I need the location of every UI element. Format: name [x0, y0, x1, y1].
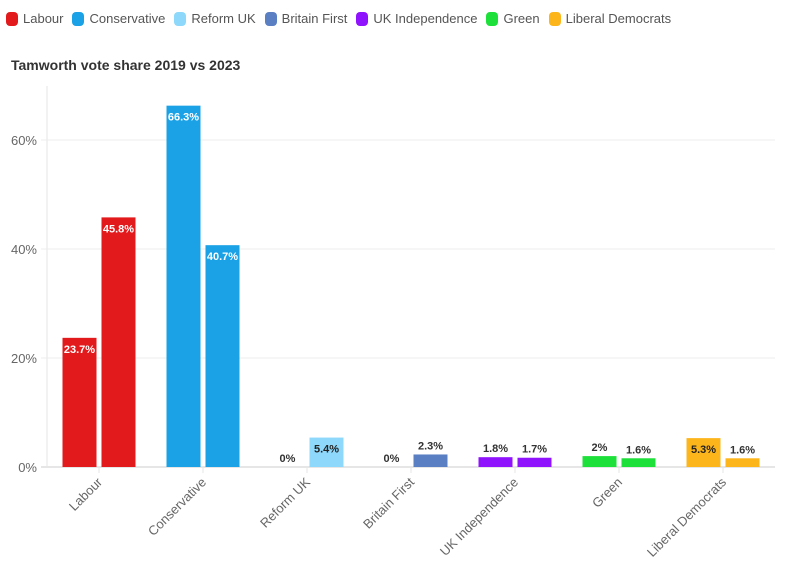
legend-item-reform-uk[interactable]: Reform UK	[174, 11, 256, 26]
legend-label: Reform UK	[191, 11, 256, 26]
legend-label: Britain First	[281, 11, 348, 26]
y-tick-label: 60%	[11, 133, 37, 148]
data-label: 1.6%	[626, 444, 651, 456]
data-label: 66.3%	[168, 112, 199, 124]
x-category-label: Labour	[66, 474, 106, 514]
legend-item-britain-first[interactable]: Britain First	[264, 11, 348, 26]
data-label: 45.8%	[103, 223, 134, 235]
data-label: 23.7%	[64, 344, 95, 356]
y-tick-label: 0%	[18, 460, 37, 475]
data-label: 2%	[592, 442, 608, 454]
data-label: 1.6%	[730, 444, 755, 456]
bar-2019	[62, 337, 97, 467]
legend-item-liberal-democrats[interactable]: Liberal Democrats	[548, 11, 672, 26]
bar-2023	[413, 454, 448, 467]
x-category-label: Liberal Democrats	[644, 474, 730, 560]
data-label: 40.7%	[207, 251, 238, 263]
bar-2019	[166, 105, 201, 467]
data-label: 5.3%	[691, 444, 716, 456]
x-category-label: Reform UK	[257, 474, 313, 530]
bar-2019	[686, 438, 721, 467]
legend-swatch	[486, 11, 499, 26]
x-category-label: UK Independence	[437, 475, 521, 559]
x-category-label: Conservative	[145, 475, 209, 539]
y-tick-label: 20%	[11, 351, 37, 366]
bar-2023	[205, 245, 240, 467]
legend-swatch	[548, 11, 561, 26]
bar-2023	[725, 458, 760, 467]
y-tick-label: 40%	[11, 242, 37, 257]
data-label: 5.4%	[314, 444, 339, 456]
legend-item-green[interactable]: Green	[486, 11, 540, 26]
chart-legend: Labour Conservative Reform UK Britain Fi…	[6, 11, 680, 26]
legend-item-conservative[interactable]: Conservative	[72, 11, 165, 26]
legend-swatch	[264, 11, 277, 26]
legend-swatch	[174, 11, 187, 26]
legend-label: UK Independence	[373, 11, 478, 26]
legend-item-uk-independence[interactable]: UK Independence	[356, 11, 477, 26]
legend-label: Labour	[23, 11, 64, 26]
chart-title: Tamworth vote share 2019 vs 2023	[11, 57, 241, 73]
data-label: 0%	[384, 453, 400, 465]
legend-swatch	[6, 11, 18, 26]
legend-swatch	[356, 11, 369, 26]
data-label: 1.8%	[483, 443, 508, 455]
x-category-label: Britain First	[360, 474, 417, 531]
legend-label: Conservative	[89, 11, 166, 26]
legend-item-labour[interactable]: Labour	[6, 11, 63, 26]
bar-2019	[478, 457, 513, 467]
legend-label: Liberal Democrats	[565, 11, 672, 26]
data-label: 2.3%	[418, 440, 443, 452]
data-label: 0%	[280, 453, 296, 465]
x-category-label: Green	[589, 475, 625, 511]
bar-2019	[582, 456, 617, 467]
bar-2023	[101, 217, 136, 467]
bar-2023	[621, 458, 656, 467]
bar-2023	[309, 437, 344, 467]
bar-2023	[517, 457, 552, 467]
legend-swatch	[72, 11, 85, 26]
data-label: 1.7%	[522, 444, 547, 456]
legend-label: Green	[503, 11, 540, 26]
